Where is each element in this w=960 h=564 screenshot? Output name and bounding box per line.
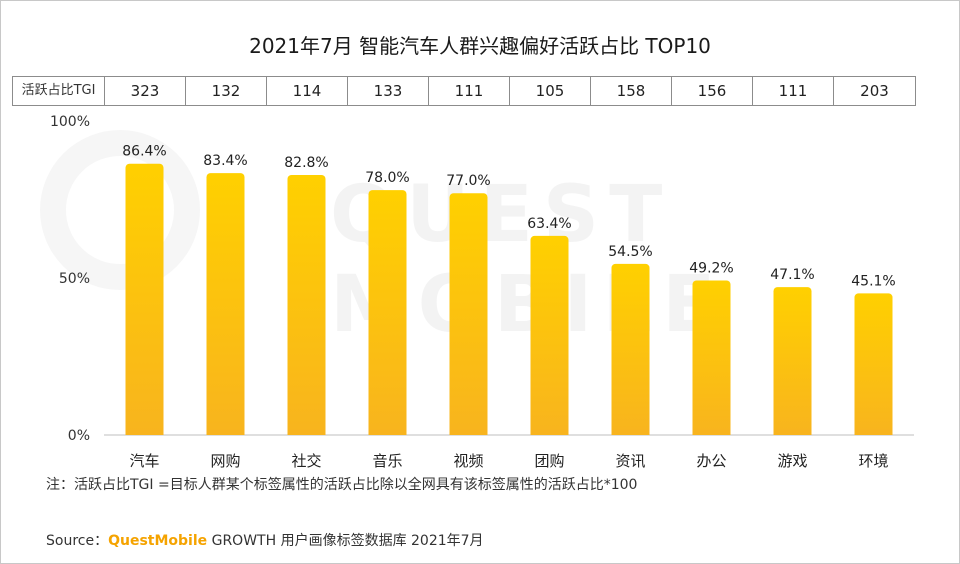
tgi-value: 114 <box>267 77 348 105</box>
bar <box>449 193 488 435</box>
source-line: Source：QuestMobile GROWTH 用户画像标签数据库 2021… <box>46 530 484 550</box>
x-tick-label: 游戏 <box>777 452 807 470</box>
tgi-value: 105 <box>510 77 591 105</box>
tgi-value: 203 <box>860 82 889 100</box>
bar <box>287 175 326 435</box>
tgi-table: 活跃占比TGI 323 132 114 133 111 105 158 156 … <box>12 76 916 106</box>
tgi-value: 156 <box>672 77 753 105</box>
data-label: 77.0% <box>446 173 490 189</box>
x-tick-label: 视频 <box>453 452 483 470</box>
bar-base <box>773 429 812 435</box>
bar <box>368 190 407 435</box>
x-tick-label: 环境 <box>858 452 888 470</box>
bar <box>206 173 245 435</box>
data-label: 78.0% <box>365 170 409 186</box>
bar-base <box>692 429 731 435</box>
source-prefix: Source： <box>46 533 109 549</box>
x-tick-label: 音乐 <box>372 452 402 470</box>
x-tick-label: 资讯 <box>615 452 645 470</box>
bar-base <box>206 429 245 435</box>
bar-base <box>611 429 650 435</box>
bar <box>125 163 164 436</box>
bar <box>854 293 893 435</box>
data-label: 45.1% <box>851 273 895 289</box>
data-label: 83.4% <box>203 153 247 169</box>
tgi-value: 132 <box>186 77 267 105</box>
bar-base <box>125 429 164 435</box>
bar-base <box>449 429 488 435</box>
y-tick-label: 50% <box>59 271 90 287</box>
data-label: 54.5% <box>608 244 652 260</box>
source-suffix: GROWTH 用户画像标签数据库 2021年7月 <box>207 533 484 549</box>
data-label: 82.8% <box>284 155 328 171</box>
bar-base <box>368 429 407 435</box>
bar <box>611 263 650 435</box>
y-tick-label: 100% <box>50 114 90 130</box>
tgi-value: 111 <box>429 77 510 105</box>
chart-title: 2021年7月 智能汽车人群兴趣偏好活跃占比 TOP10 <box>249 34 711 58</box>
x-tick-label: 网购 <box>210 452 240 470</box>
tgi-value: 111 <box>753 77 834 105</box>
tgi-value: 323 <box>105 77 186 105</box>
x-tick-label: 社交 <box>291 452 321 470</box>
data-label: 86.4% <box>122 144 166 160</box>
tgi-value: 133 <box>348 77 429 105</box>
footnote: 注：活跃占比TGI =目标人群某个标签属性的活跃占比除以全网具有该标签属性的活跃… <box>46 477 638 493</box>
x-tick-label: 汽车 <box>129 452 159 470</box>
data-label: 49.2% <box>689 261 733 277</box>
bar <box>773 287 812 435</box>
x-tick-label: 办公 <box>696 452 726 470</box>
tgi-header: 活跃占比TGI <box>13 77 105 105</box>
bar <box>692 280 731 435</box>
bar-base <box>854 429 893 435</box>
bar-base <box>287 429 326 435</box>
data-label: 47.1% <box>770 267 814 283</box>
source-brand: QuestMobile <box>108 533 208 549</box>
bar <box>530 235 569 435</box>
y-tick-label: 0% <box>68 428 90 444</box>
tgi-value: 158 <box>591 77 672 105</box>
bar-base <box>530 429 569 435</box>
x-tick-label: 团购 <box>534 452 564 470</box>
data-label: 63.4% <box>527 216 571 232</box>
